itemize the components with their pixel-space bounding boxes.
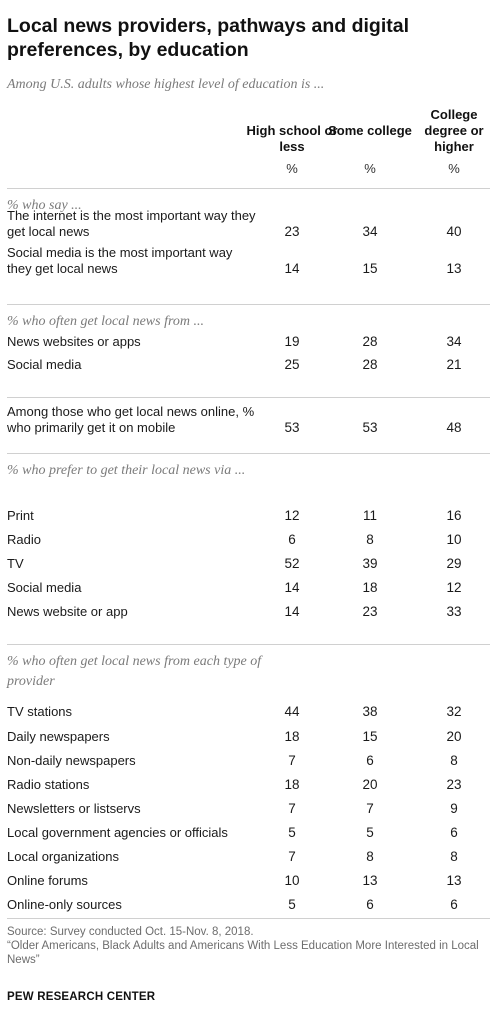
column-header-college-degree: College degree or higher [424,107,484,154]
data-cell: 13 [446,873,462,888]
row-label: Among those who get local news online, %… [7,404,255,435]
data-cell: 6 [366,897,374,912]
section-label: % who often get local news from ... [7,314,205,329]
data-cell: 12 [446,580,462,595]
data-cell: 13 [362,873,378,888]
section-divider [7,644,490,645]
data-cell: 25 [284,357,300,372]
row-label: Radio [7,532,41,547]
column-header-high-school: High school or less [246,123,338,154]
row-label: Local organizations [7,849,120,864]
data-cell: 28 [362,334,378,349]
chart-title: Local news providers, pathways and digit… [7,15,410,61]
pew-research-center-logo: PEW RESEARCH CENTER [7,991,156,1003]
section-divider [7,918,490,919]
row-label: The internet is the most important way t… [7,208,256,239]
data-cell: 8 [450,849,458,864]
section-divider [7,304,490,305]
row-label: Print [7,508,34,523]
data-cell: 14 [284,261,300,276]
data-cell: 21 [446,357,462,372]
data-cell: 14 [284,580,300,595]
row-label: News websites or apps [7,334,141,349]
data-cell: 7 [288,849,296,864]
data-cell: 10 [446,532,462,547]
data-cell: 33 [446,604,462,619]
data-cell: 53 [362,420,378,435]
data-cell: 6 [366,753,374,768]
data-cell: 18 [362,580,378,595]
row-label: News website or app [7,604,128,619]
row-label: Online-only sources [7,897,122,912]
section-divider [7,397,490,398]
data-cell: 28 [362,357,378,372]
data-cell: 44 [284,704,300,719]
row-label: Online forums [7,873,88,888]
row-label: Radio stations [7,777,90,792]
row-label: TV stations [7,704,73,719]
section-divider [7,188,490,189]
chart-subtitle: Among U.S. adults whose highest level of… [7,77,325,92]
data-cell: 34 [362,224,378,239]
data-cell: 6 [450,897,458,912]
data-cell: 13 [446,261,462,276]
unit-label-col3: % [448,161,460,176]
data-cell: 38 [362,704,378,719]
source-note: Source: Survey conducted Oct. 15-Nov. 8,… [7,925,491,967]
data-cell: 39 [362,556,378,571]
data-cell: 15 [362,729,378,744]
data-cell: 12 [284,508,300,523]
data-cell: 6 [288,532,296,547]
section-label: % who prefer to get their local news via… [7,463,246,478]
row-label: Social media [7,580,82,595]
data-cell: 20 [362,777,378,792]
section-label: % who often get local news from each typ… [7,654,262,689]
data-cell: 18 [284,777,300,792]
row-label: Social media is the most important way t… [7,245,233,276]
row-label: Daily newspapers [7,729,110,744]
data-cell: 23 [362,604,378,619]
data-cell: 6 [450,825,458,840]
data-cell: 14 [284,604,300,619]
row-label: Local government agencies or officials [7,825,228,840]
column-header-some-college: Some college [328,123,412,138]
data-cell: 7 [288,801,296,816]
data-cell: 9 [450,801,458,816]
unit-label-col1: % [286,161,298,176]
row-label: Newsletters or listservs [7,801,141,816]
unit-label-col2: % [364,161,376,176]
data-cell: 52 [284,556,300,571]
row-label: TV [7,556,24,571]
data-cell: 23 [446,777,462,792]
section-label: % who say ... [7,198,82,213]
report-title-line: “Older Americans, Black Adults and Ameri… [7,940,479,966]
data-cell: 32 [446,704,462,719]
data-cell: 20 [446,729,462,744]
data-cell: 5 [366,825,374,840]
source-line: Source: Survey conducted Oct. 15-Nov. 8,… [7,926,254,938]
data-cell: 7 [288,753,296,768]
row-label: Non-daily newspapers [7,753,136,768]
data-cell: 8 [366,849,374,864]
data-cell: 15 [362,261,378,276]
data-cell: 8 [450,753,458,768]
data-cell: 5 [288,825,296,840]
data-cell: 10 [284,873,300,888]
data-cell: 18 [284,729,300,744]
data-cell: 5 [288,897,296,912]
data-cell: 34 [446,334,462,349]
row-label: Social media [7,357,82,372]
data-cell: 29 [446,556,462,571]
data-cell: 7 [366,801,374,816]
section-divider [7,453,490,454]
data-cell: 19 [284,334,300,349]
data-cell: 53 [284,420,300,435]
data-cell: 48 [446,420,462,435]
data-cell: 16 [446,508,462,523]
data-cell: 23 [284,224,300,239]
data-cell: 8 [366,532,374,547]
data-cell: 40 [446,224,462,239]
data-cell: 11 [362,508,377,523]
